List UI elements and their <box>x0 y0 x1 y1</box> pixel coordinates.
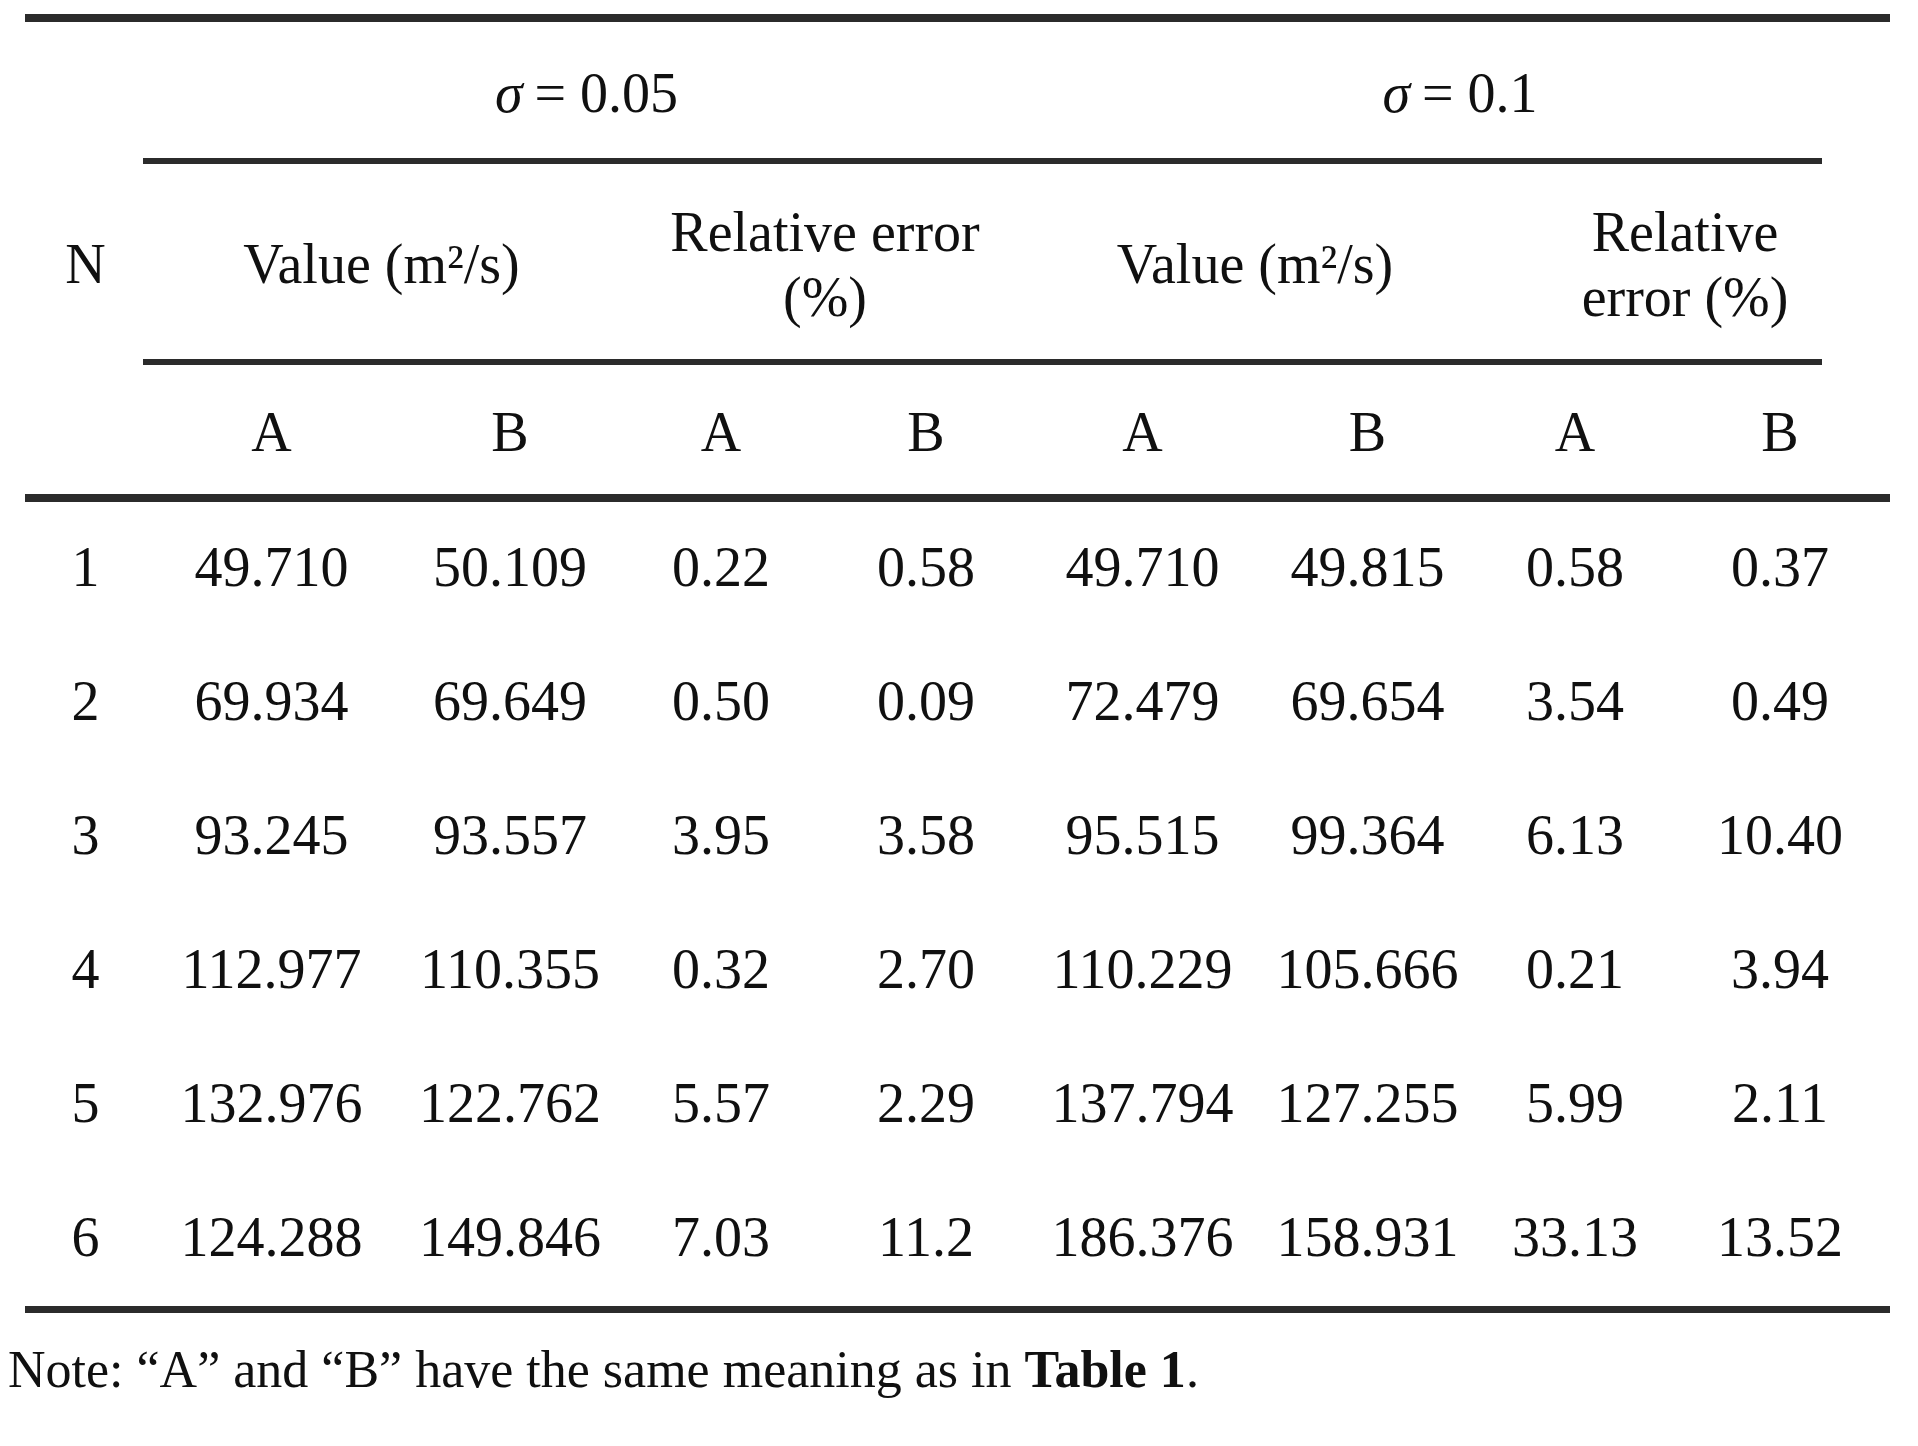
table-cell: 3.95 <box>620 768 822 902</box>
table-bottom-rule <box>25 1306 1890 1313</box>
table-cell: 49.710 <box>143 500 400 634</box>
table-cell: 0.37 <box>1670 500 1890 634</box>
table-cell: 49.815 <box>1255 500 1480 634</box>
table-cell: 0.22 <box>620 500 822 634</box>
table-cell: 6.13 <box>1480 768 1670 902</box>
table-cell: 132.976 <box>143 1036 400 1170</box>
relerror-line2: error (%) <box>1582 265 1789 329</box>
table-cell: 158.931 <box>1255 1170 1480 1304</box>
table-cell: 11.2 <box>822 1170 1030 1304</box>
col-header-relerror-sigma01: Relative error (%) <box>1480 164 1890 365</box>
footnote-text: Note: “A” and “B” have the same meaning … <box>8 1341 1025 1398</box>
table-cell: 93.245 <box>143 768 400 902</box>
subheader-a: A <box>143 365 400 500</box>
table-cell: 13.52 <box>1670 1170 1890 1304</box>
sigma-symbol: σ <box>1382 61 1410 125</box>
sigma-005-group-header: σ = 0.05 <box>143 22 1030 164</box>
table-cell: 50.109 <box>400 500 620 634</box>
table-cell: 93.557 <box>400 768 620 902</box>
relerror-line2: (%) <box>783 265 867 329</box>
row-n: 1 <box>28 500 143 634</box>
table-cell: 3.58 <box>822 768 1030 902</box>
subheader-b: B <box>822 365 1030 500</box>
table-cell: 5.57 <box>620 1036 822 1170</box>
table-cell: 69.934 <box>143 634 400 768</box>
paper-table-page: σ = 0.05 σ = 0.1 N Value (m²/s) Relative… <box>0 0 1918 1446</box>
col-header-n: N <box>28 164 143 365</box>
footnote-table-reference: Table 1 <box>1025 1341 1186 1398</box>
subheader-a: A <box>1030 365 1255 500</box>
table-cell: 69.649 <box>400 634 620 768</box>
table-cell: 110.355 <box>400 902 620 1036</box>
row-n: 2 <box>28 634 143 768</box>
subheader-a: A <box>620 365 822 500</box>
sigma-005-value: = 0.05 <box>535 61 679 125</box>
sigma-symbol: σ <box>495 61 523 125</box>
table-cell: 0.58 <box>822 500 1030 634</box>
table-cell: 2.11 <box>1670 1036 1890 1170</box>
table-cell: 5.99 <box>1480 1036 1670 1170</box>
table-cell: 95.515 <box>1030 768 1255 902</box>
subheader-b: B <box>400 365 620 500</box>
table-cell: 105.666 <box>1255 902 1480 1036</box>
results-table: σ = 0.05 σ = 0.1 N Value (m²/s) Relative… <box>28 22 1890 1304</box>
sigma-01-value: = 0.1 <box>1422 61 1538 125</box>
subheader-b: B <box>1255 365 1480 500</box>
sigma-01-group-header: σ = 0.1 <box>1030 22 1890 164</box>
row-n: 4 <box>28 902 143 1036</box>
table-cell: 3.54 <box>1480 634 1670 768</box>
table-cell: 0.49 <box>1670 634 1890 768</box>
row-n: 5 <box>28 1036 143 1170</box>
table-cell: 49.710 <box>1030 500 1255 634</box>
table-cell: 3.94 <box>1670 902 1890 1036</box>
table-cell: 7.03 <box>620 1170 822 1304</box>
table-cell: 72.479 <box>1030 634 1255 768</box>
table-cell: 0.09 <box>822 634 1030 768</box>
subheader-a: A <box>1480 365 1670 500</box>
table-cell: 99.364 <box>1255 768 1480 902</box>
table-footnote: Note: “A” and “B” have the same meaning … <box>8 1340 1908 1399</box>
table-cell: 0.50 <box>620 634 822 768</box>
row-n: 3 <box>28 768 143 902</box>
footnote-period: . <box>1186 1341 1199 1398</box>
row-n: 6 <box>28 1170 143 1304</box>
table-cell: 69.654 <box>1255 634 1480 768</box>
table-cell: 149.846 <box>400 1170 620 1304</box>
table-cell: 0.58 <box>1480 500 1670 634</box>
col-header-relerror-sigma005: Relative error (%) <box>620 164 1030 365</box>
table-cell: 124.288 <box>143 1170 400 1304</box>
table-cell: 33.13 <box>1480 1170 1670 1304</box>
table-cell: 127.255 <box>1255 1036 1480 1170</box>
table-cell: 0.32 <box>620 902 822 1036</box>
table-cell: 2.29 <box>822 1036 1030 1170</box>
table-cell: 137.794 <box>1030 1036 1255 1170</box>
relerror-line1: Relative <box>1592 200 1779 264</box>
table-cell: 2.70 <box>822 902 1030 1036</box>
col-header-value-sigma005: Value (m²/s) <box>143 164 620 365</box>
table-cell: 0.21 <box>1480 902 1670 1036</box>
col-header-value-sigma01: Value (m²/s) <box>1030 164 1480 365</box>
table-cell: 186.376 <box>1030 1170 1255 1304</box>
table-cell: 112.977 <box>143 902 400 1036</box>
table-cell: 122.762 <box>400 1036 620 1170</box>
subheader-b: B <box>1670 365 1890 500</box>
table-cell: 10.40 <box>1670 768 1890 902</box>
table-cell: 110.229 <box>1030 902 1255 1036</box>
table-top-rule <box>25 14 1890 22</box>
relerror-line1: Relative error <box>670 200 979 264</box>
